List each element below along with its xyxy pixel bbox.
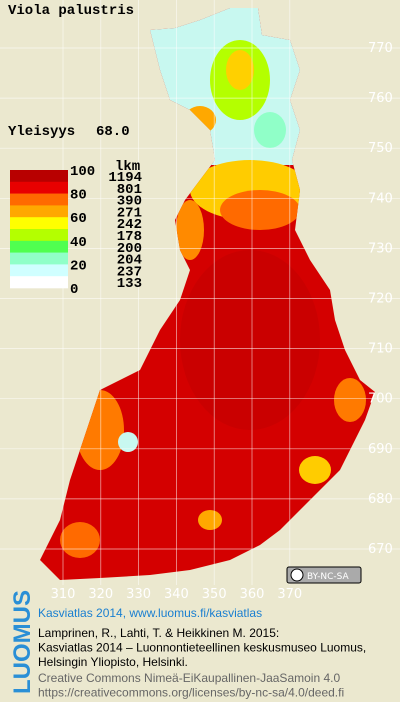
legend-scale-label: 20	[70, 258, 87, 274]
legend-count: 801	[117, 182, 142, 198]
y-tick-label: 690	[368, 442, 393, 457]
grid: 310 320 330 340 350 360 370 770 760 750 740 730 720 7…	[0, 0, 400, 602]
legend-swatch	[10, 240, 68, 253]
citation-line: Lamprinen, R., Lahti, T. & Heikkinen M. …	[38, 626, 279, 640]
legend-scale-label: 100	[70, 164, 95, 180]
y-tick-label: 750	[368, 141, 393, 156]
license-line: Creative Commons Nimeä-EiKaupallinen-Jaa…	[38, 671, 340, 685]
x-tick-label: 330	[126, 587, 151, 602]
legend-count: 1194	[108, 170, 142, 186]
legend-swatch	[10, 193, 68, 206]
legend-swatch	[10, 276, 68, 289]
y-tick-label: 770	[368, 41, 393, 56]
headline: Kasviatlas 2014, www.luomus.fi/kasviatla…	[38, 606, 262, 620]
legend-count: 242	[117, 217, 142, 233]
x-tick-label: 350	[202, 587, 227, 602]
legend-swatch	[10, 217, 68, 230]
x-tick-label: 370	[277, 587, 302, 602]
license-badge-text: BY-NC-SA	[307, 572, 350, 582]
legend-scale-label: 40	[70, 235, 87, 251]
footer: Lamprinen, R., Lahti, T. & Heikkinen M. …	[38, 626, 366, 700]
legend-swatch	[10, 181, 68, 194]
legend-swatch	[10, 264, 68, 277]
citation-line: Kasviatlas 2014 – Luonnontieteellinen ke…	[38, 641, 366, 655]
count-header: lkm	[115, 159, 140, 175]
y-tick-label: 680	[368, 492, 393, 507]
y-tick-label: 700	[368, 392, 393, 407]
license-badge: BY-NC-SA	[286, 566, 362, 584]
citation-line: Helsingin Yliopisto, Helsinki.	[38, 655, 188, 669]
license-line: https://creativecommons.org/licenses/by-…	[38, 686, 344, 700]
legend-scale-label: 80	[70, 188, 87, 204]
legend-swatch	[10, 229, 68, 242]
x-tick-label: 340	[164, 587, 189, 602]
y-tick-label: 740	[368, 191, 393, 206]
legend-swatch	[10, 205, 68, 218]
legend-swatch	[10, 252, 68, 265]
legend-count: 271	[117, 205, 142, 221]
legend-count: 237	[117, 264, 142, 280]
species-title: Viola palustris	[8, 3, 134, 19]
legend-count: 204	[117, 253, 142, 269]
legend-swatch	[10, 170, 68, 183]
legend-count: 390	[117, 194, 142, 210]
y-tick-label: 760	[368, 91, 393, 106]
legend-count: 133	[117, 276, 142, 292]
legend-count: 178	[117, 229, 142, 245]
legend: 1194801390271242178200204237133100806040…	[10, 164, 142, 298]
legend-count: 200	[117, 241, 142, 257]
y-tick-label: 670	[368, 542, 393, 557]
legend-scale-label: 0	[70, 282, 78, 298]
y-tick-label: 710	[368, 342, 393, 357]
x-tick-label: 320	[88, 587, 113, 602]
x-tick-label: 310	[51, 587, 76, 602]
brand: LUOMUS	[9, 590, 36, 694]
prevalence-value: 68.0	[96, 124, 130, 140]
x-tick-label: 360	[240, 587, 265, 602]
legend-scale-label: 60	[70, 211, 87, 227]
prevalence-label: Yleisyys	[8, 124, 75, 140]
y-tick-label: 730	[368, 241, 393, 256]
y-tick-label: 720	[368, 292, 393, 307]
